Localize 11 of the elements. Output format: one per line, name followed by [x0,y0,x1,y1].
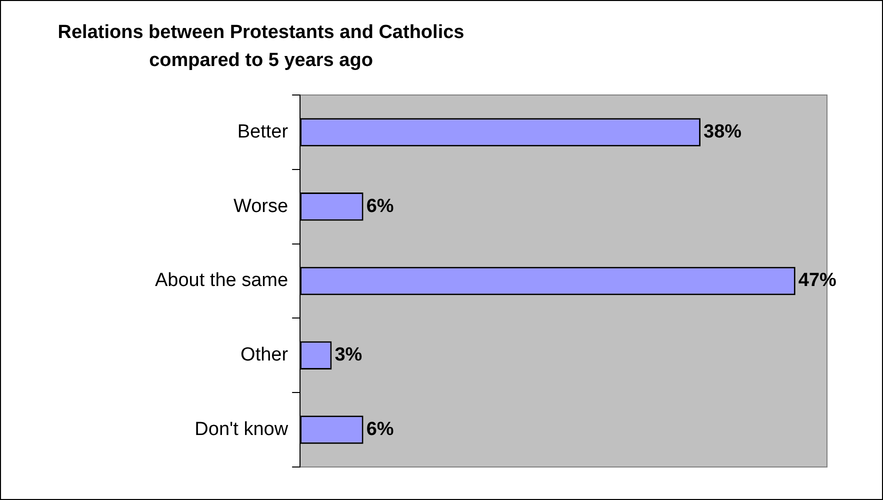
data-label: 6% [366,196,394,217]
data-label: 38% [704,121,742,142]
y-tick-label: About the same [154,270,288,292]
y-tick-label: Worse [234,196,288,217]
y-tick-label: Better [237,121,289,142]
data-label: 6% [366,419,394,440]
data-label: 47% [798,270,837,292]
y-tick-label: Other [240,344,289,366]
chart-title: Relations between Protestants and Catholics compared to 5 years ago [56,21,466,73]
y-tick-label: Don't know [194,419,288,440]
data-label: 3% [334,344,362,366]
